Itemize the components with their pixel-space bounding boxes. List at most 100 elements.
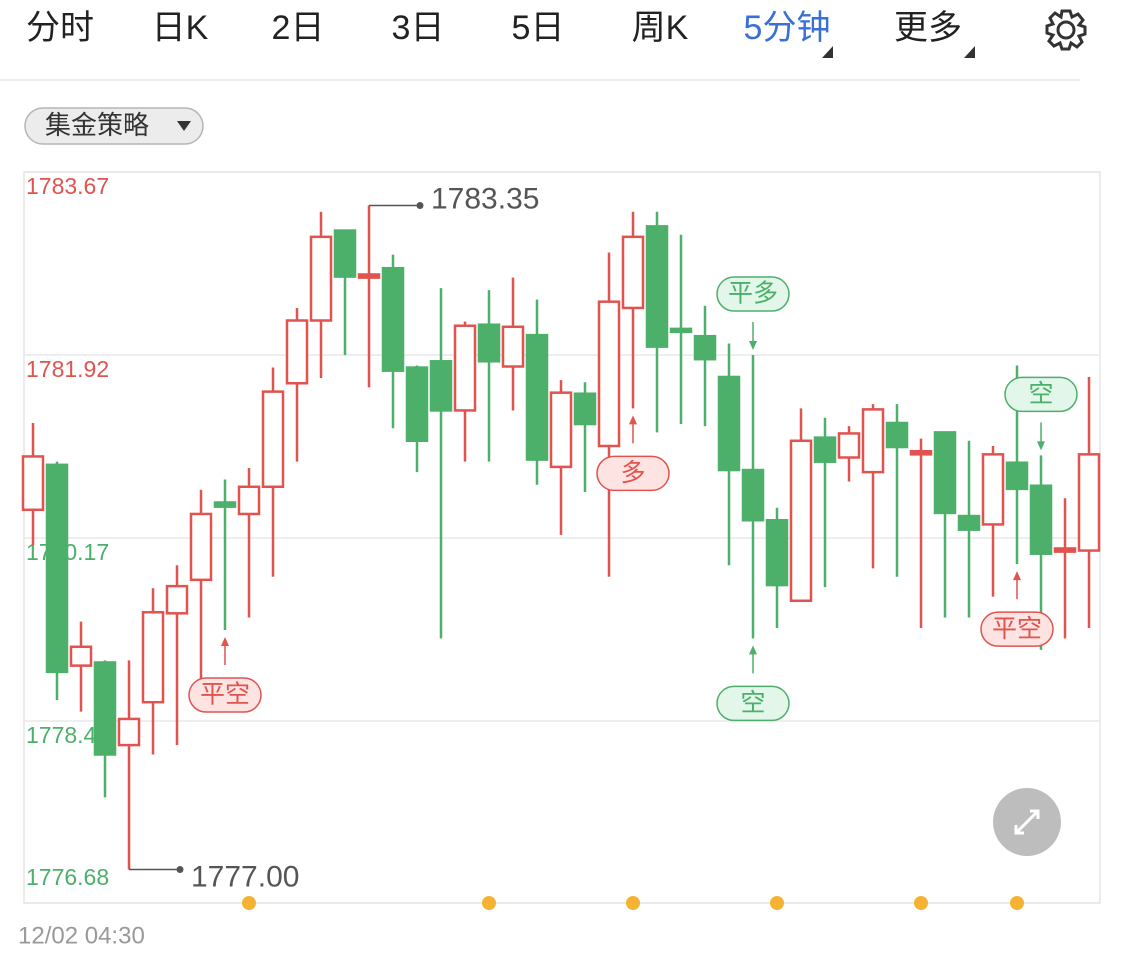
signal: 空 — [1004, 376, 1078, 451]
candle-body — [477, 323, 501, 363]
tab[interactable]: 5分钟 — [744, 9, 833, 58]
candle-body — [717, 375, 741, 472]
tab[interactable]: 5日 — [512, 9, 565, 47]
annotation-dot — [416, 201, 424, 209]
tab[interactable]: 周K — [632, 9, 689, 47]
tab[interactable]: 日K — [152, 9, 209, 47]
candle — [21, 422, 45, 546]
signal: 平多 — [716, 276, 790, 351]
candle-body — [1005, 461, 1029, 491]
signal-label: 多 — [620, 459, 645, 487]
candle — [981, 445, 1005, 597]
strategy-button[interactable]: 集金策略 — [24, 107, 204, 145]
fullscreen-button[interactable] — [993, 788, 1061, 856]
signal-box — [716, 685, 790, 722]
signal-label: 平空 — [200, 681, 250, 709]
signal-arrowhead — [1037, 441, 1045, 451]
candle — [861, 404, 885, 569]
candle-body — [1053, 547, 1077, 553]
signal: 多 — [596, 415, 670, 492]
candle-body — [597, 300, 621, 448]
candle — [693, 305, 717, 427]
tab-label: 2日 — [272, 9, 325, 47]
signal-box — [716, 276, 790, 312]
candle — [645, 211, 669, 433]
candle — [141, 588, 165, 755]
candle-body — [333, 229, 357, 278]
signal-box — [980, 611, 1054, 647]
candle-body — [981, 453, 1005, 526]
signal: 空 — [716, 645, 790, 722]
candle — [549, 380, 573, 535]
candle — [765, 507, 789, 628]
candle-body — [213, 501, 237, 508]
signal-label: 平多 — [728, 280, 778, 308]
tab[interactable]: 更多 — [894, 9, 975, 58]
candle-body — [21, 455, 45, 512]
tab[interactable]: 2日 — [272, 9, 325, 47]
settings-icon[interactable] — [1045, 9, 1087, 51]
event-dot — [914, 896, 928, 910]
candle-body — [1077, 453, 1101, 552]
candle — [213, 479, 237, 631]
signal-box — [596, 455, 670, 492]
tab-label: 5分钟 — [744, 9, 831, 47]
candle — [621, 211, 645, 409]
candle — [525, 299, 549, 485]
candle — [93, 660, 117, 798]
candle — [573, 382, 597, 493]
event-dot — [242, 896, 256, 910]
candle-body — [45, 463, 69, 674]
candle-body — [885, 421, 909, 449]
candle-body — [813, 436, 837, 463]
candle-body — [525, 333, 549, 461]
candle — [453, 321, 477, 462]
candle — [933, 431, 957, 618]
candle-body — [933, 431, 957, 515]
candle — [741, 355, 765, 639]
candle — [597, 252, 621, 577]
event-dot — [482, 896, 496, 910]
candle-body — [957, 514, 981, 531]
candle-body — [789, 439, 813, 603]
candle — [789, 408, 813, 603]
candle — [669, 234, 693, 425]
candle — [429, 288, 453, 639]
tab-label: 3日 — [392, 9, 445, 47]
candle — [357, 205, 381, 388]
menu-triangle — [964, 46, 975, 58]
tab[interactable]: 3日 — [392, 9, 445, 47]
candle-body — [285, 319, 309, 385]
candle-body — [1029, 484, 1053, 555]
signal: 平空 — [188, 637, 262, 713]
candle — [405, 365, 429, 473]
strategy-label: 集金策略 — [45, 110, 149, 140]
candle — [1077, 376, 1101, 628]
candle-body — [357, 273, 381, 279]
candle — [165, 565, 189, 746]
candle-body — [861, 408, 885, 474]
candle-body — [165, 584, 189, 615]
signal-arrowhead — [221, 637, 229, 647]
event-dot — [626, 896, 640, 910]
signal-label: 空 — [1028, 380, 1053, 408]
signal-label: 平空 — [992, 615, 1042, 643]
candle — [237, 467, 261, 618]
event-dot — [770, 896, 784, 910]
tab[interactable]: 分时 — [26, 9, 94, 47]
candle-body — [909, 449, 933, 456]
candle-body — [741, 468, 765, 522]
candle — [261, 367, 285, 577]
candle — [1053, 498, 1077, 639]
candle-body — [501, 325, 525, 368]
candle-body — [381, 266, 405, 372]
tab-label: 分时 — [26, 9, 94, 47]
event-dot — [1010, 896, 1024, 910]
candle — [189, 489, 213, 712]
candle-body — [765, 518, 789, 587]
tab-label: 更多 — [894, 9, 962, 47]
candle-body — [309, 235, 333, 322]
annotation-label: 1783.35 — [431, 182, 539, 215]
candle — [717, 343, 741, 566]
